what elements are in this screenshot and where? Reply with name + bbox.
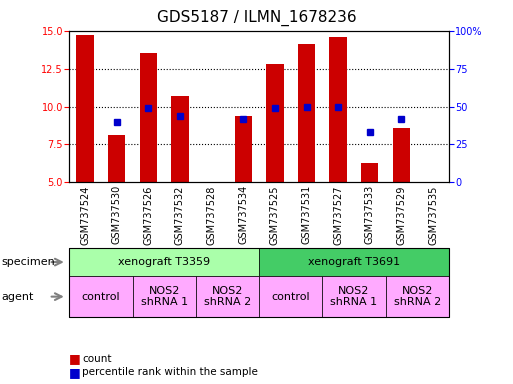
- Bar: [329, 37, 347, 182]
- Bar: [393, 128, 410, 182]
- Text: NOS2
shRNA 2: NOS2 shRNA 2: [393, 286, 441, 308]
- Bar: [361, 163, 379, 182]
- Bar: [234, 116, 252, 182]
- Bar: [298, 45, 315, 182]
- Text: count: count: [82, 354, 112, 364]
- Text: specimen: specimen: [1, 257, 55, 267]
- Text: control: control: [82, 291, 120, 302]
- Text: percentile rank within the sample: percentile rank within the sample: [82, 367, 258, 377]
- Bar: [140, 53, 157, 182]
- Text: xenograft T3359: xenograft T3359: [118, 257, 210, 267]
- Text: NOS2
shRNA 1: NOS2 shRNA 1: [141, 286, 188, 308]
- Text: ■: ■: [69, 353, 81, 366]
- Text: GDS5187 / ILMN_1678236: GDS5187 / ILMN_1678236: [156, 10, 357, 26]
- Bar: [76, 35, 94, 182]
- Text: xenograft T3691: xenograft T3691: [308, 257, 400, 267]
- Bar: [266, 64, 284, 182]
- Text: NOS2
shRNA 1: NOS2 shRNA 1: [330, 286, 378, 308]
- Text: control: control: [271, 291, 310, 302]
- Bar: [108, 136, 125, 182]
- Bar: [171, 96, 189, 182]
- Text: agent: agent: [1, 291, 33, 302]
- Text: NOS2
shRNA 2: NOS2 shRNA 2: [204, 286, 251, 308]
- Text: ■: ■: [69, 366, 81, 379]
